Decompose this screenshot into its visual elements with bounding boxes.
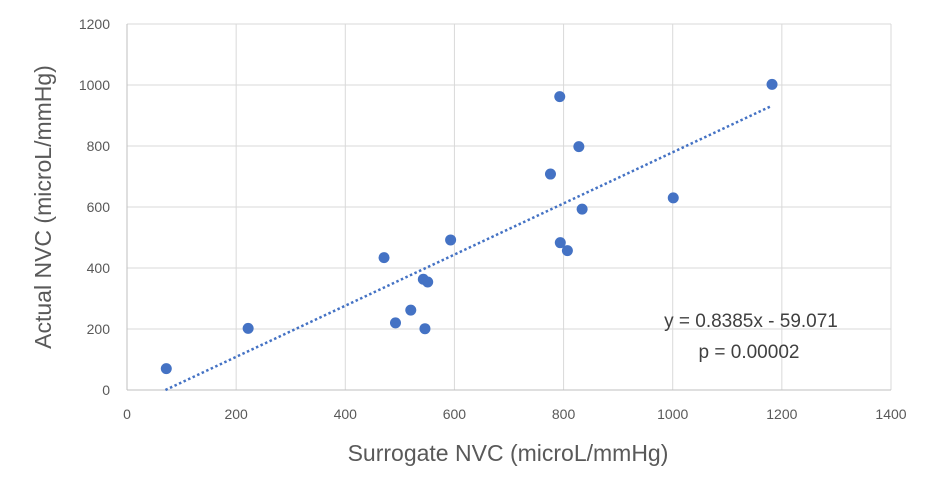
data-points <box>160 78 778 375</box>
data-point <box>766 78 778 90</box>
data-point <box>554 91 566 103</box>
y-axis-title: Actual NVC (microL/mmHg) <box>30 65 56 349</box>
data-point <box>667 192 679 204</box>
data-point <box>544 168 556 180</box>
trendline-group <box>164 104 773 392</box>
trendline <box>164 104 773 392</box>
axes <box>126 24 891 391</box>
y-tick-label: 800 <box>87 138 111 154</box>
x-tick-label: 0 <box>123 406 131 422</box>
data-point <box>422 276 434 288</box>
data-point <box>554 237 566 249</box>
data-point <box>405 304 417 316</box>
x-tick-label: 1000 <box>657 406 688 422</box>
x-tick-label: 600 <box>443 406 467 422</box>
data-point <box>160 363 172 375</box>
y-tick-label: 1000 <box>79 77 110 93</box>
y-tick-label: 0 <box>102 382 110 398</box>
p-value-label: p = 0.00002 <box>699 342 800 363</box>
grid <box>127 23 892 390</box>
data-point <box>576 203 588 215</box>
x-tick-label: 800 <box>552 406 576 422</box>
data-point <box>378 252 390 264</box>
y-tick-label: 200 <box>87 321 111 337</box>
data-point <box>389 317 401 329</box>
x-axis-title: Surrogate NVC (microL/mmHg) <box>348 440 669 466</box>
y-tick-label: 600 <box>87 199 111 215</box>
y-tick-label: 400 <box>87 260 111 276</box>
trendline-equation: y = 0.8385x - 59.071 <box>664 311 838 332</box>
data-point <box>419 323 431 335</box>
x-tick-label: 200 <box>224 406 248 422</box>
data-point <box>445 234 457 246</box>
data-point <box>573 141 585 153</box>
data-point <box>561 245 573 257</box>
x-tick-label: 400 <box>334 406 358 422</box>
tick-labels: 0 200 400 600 800 1000 1200 1400 0 200 400 600 800 10… <box>79 16 907 422</box>
x-tick-label: 1200 <box>766 406 797 422</box>
x-tick-label: 1400 <box>875 406 906 422</box>
data-point <box>242 322 254 334</box>
y-tick-label: 1200 <box>79 16 110 32</box>
